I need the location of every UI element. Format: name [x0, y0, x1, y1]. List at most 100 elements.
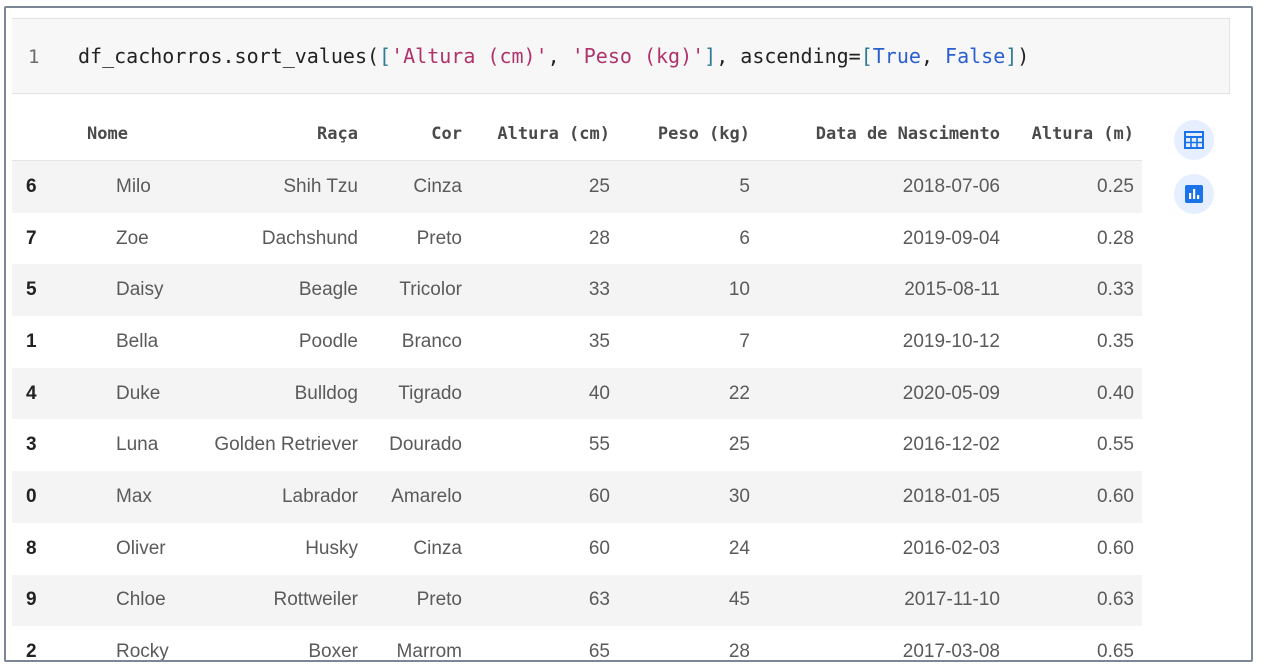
cell-cor: Cinza: [366, 522, 470, 575]
table-row: 5 Daisy Beagle Tricolor 33 10 2015-08-11 0.33: [12, 264, 1142, 317]
cell-peso-kg: 25: [618, 419, 758, 472]
cell-altura-m: 0.60: [1008, 471, 1142, 523]
cell-altura-m: 0.40: [1008, 367, 1142, 420]
row-index: 6: [12, 160, 60, 213]
code-arg-altura: 'Altura (cm)': [391, 44, 548, 68]
cell-cor: Cinza: [366, 160, 470, 213]
cell-altura-m: 0.65: [1008, 626, 1142, 660]
cell-altura-m: 0.25: [1008, 160, 1142, 213]
cell-raca: Bulldog: [136, 367, 366, 420]
column-header-altura-cm[interactable]: Altura (cm): [470, 108, 618, 161]
code-line[interactable]: df_cachorros.sort_values(['Altura (cm)',…: [78, 44, 1029, 68]
column-header-index: [12, 108, 60, 161]
cell-cor: Preto: [366, 212, 470, 265]
column-header-altura-m[interactable]: Altura (m): [1008, 108, 1142, 161]
cell-raca: Beagle: [136, 264, 366, 317]
cell-altura-cm: 35: [470, 316, 618, 368]
cell-nome: Daisy: [60, 264, 164, 317]
table-row: 4 Duke Bulldog Tigrado 40 22 2020-05-09 0.40: [12, 367, 1142, 420]
table-view-icon: [1184, 131, 1204, 149]
code-bracket-close-2: ]: [1005, 44, 1018, 68]
table-row: 1 Bella Poodle Branco 35 7 2019-10-12 0.35: [12, 316, 1142, 368]
row-index: 0: [12, 471, 60, 523]
column-header-data-nascimento[interactable]: Data de Nascimento: [758, 108, 1008, 161]
cell-peso-kg: 6: [618, 212, 758, 265]
row-index: 1: [12, 316, 60, 368]
row-index: 9: [12, 574, 60, 627]
cell-data-nascimento: 2019-10-12: [758, 316, 1008, 368]
row-index: 5: [12, 264, 60, 317]
cell-nome: Max: [60, 471, 152, 523]
code-comma: ,: [920, 44, 946, 68]
cell-peso-kg: 7: [618, 316, 758, 368]
column-header-raca[interactable]: Raça: [136, 108, 366, 161]
cell-peso-kg: 30: [618, 471, 758, 523]
cell-raca: Rottweiler: [136, 574, 366, 627]
cell-cor: Preto: [366, 574, 470, 627]
column-header-peso-kg[interactable]: Peso (kg): [618, 108, 758, 161]
cell-altura-cm: 33: [470, 264, 618, 317]
cell-altura-cm: 65: [470, 626, 618, 660]
cell-altura-m: 0.60: [1008, 522, 1142, 575]
code-bracket-close: ]: [704, 44, 717, 68]
cell-data-nascimento: 2018-01-05: [758, 471, 1008, 523]
cell-nome: Duke: [60, 367, 160, 420]
cell-peso-kg: 22: [618, 367, 758, 420]
cell-raca: Shih Tzu: [136, 160, 366, 213]
line-number: 1: [28, 46, 40, 68]
cell-data-nascimento: 2020-05-09: [758, 367, 1008, 420]
cell-altura-cm: 63: [470, 574, 618, 627]
code-false: False: [945, 44, 1006, 68]
cell-data-nascimento: 2018-07-06: [758, 160, 1008, 213]
cell-nome: Milo: [60, 160, 151, 213]
column-header-nome[interactable]: Nome: [60, 108, 136, 161]
cell-raca: Boxer: [136, 626, 366, 660]
row-index: 4: [12, 367, 60, 420]
table-row: 3 Luna Golden Retriever Dourado 55 25 2016-12-…: [12, 419, 1142, 472]
cell-nome: Bella: [60, 316, 158, 368]
cell-data-nascimento: 2016-12-02: [758, 419, 1008, 472]
cell-peso-kg: 10: [618, 264, 758, 317]
code-bracket-open-2: [: [860, 44, 873, 68]
code-bracket-open: [: [379, 44, 392, 68]
dataframe-table: Nome Raça Cor Altura (cm) Peso (kg) Data…: [12, 108, 1142, 660]
table-header-row: Nome Raça Cor Altura (cm) Peso (kg) Data…: [12, 108, 1142, 161]
chart-view-button[interactable]: [1174, 174, 1214, 214]
cell-peso-kg: 45: [618, 574, 758, 627]
code-cell[interactable]: [12, 18, 1230, 94]
code-kwarg: , ascending=: [716, 44, 861, 68]
cell-raca: Golden Retriever: [136, 419, 366, 472]
row-index: 2: [12, 626, 60, 660]
row-index: 8: [12, 522, 60, 575]
column-header-cor[interactable]: Cor: [366, 108, 470, 161]
code-paren-close: ): [1017, 44, 1030, 68]
cell-cor: Tigrado: [366, 367, 470, 420]
table-row: 9 Chloe Rottweiler Preto 63 45 2017-11-10 0.63: [12, 574, 1142, 627]
cell-cor: Tricolor: [366, 264, 470, 317]
cell-data-nascimento: 2017-11-10: [758, 574, 1008, 627]
cell-raca: Dachshund: [136, 212, 366, 265]
code-var: df_cachorros.sort_values(: [78, 44, 380, 68]
cell-nome: Luna: [60, 419, 158, 472]
cell-cor: Branco: [366, 316, 470, 368]
cell-peso-kg: 5: [618, 160, 758, 213]
cell-altura-m: 0.33: [1008, 264, 1142, 317]
cell-altura-cm: 55: [470, 419, 618, 472]
notebook-frame: 1 df_cachorros.sort_values(['Altura (cm)…: [4, 6, 1253, 662]
table-row: 8 Oliver Husky Cinza 60 24 2016-02-03 0.60: [12, 522, 1142, 575]
cell-cor: Marrom: [366, 626, 470, 660]
cell-nome: Oliver: [60, 522, 166, 575]
cell-nome: Chloe: [60, 574, 166, 627]
cell-raca: Husky: [136, 522, 366, 575]
cell-altura-m: 0.63: [1008, 574, 1142, 627]
cell-raca: Poodle: [136, 316, 366, 368]
cell-altura-cm: 40: [470, 367, 618, 420]
table-body: 6 Milo Shih Tzu Cinza 25 5 2018-07-06 0.25 7 Zoe D…: [12, 160, 1142, 660]
cell-data-nascimento: 2015-08-11: [758, 264, 1008, 317]
code-separator: ,: [547, 44, 572, 68]
cell-cor: Dourado: [366, 419, 470, 472]
cell-nome: Rocky: [60, 626, 169, 660]
table-row: 0 Max Labrador Amarelo 60 30 2018-01-05 0.60: [12, 471, 1142, 523]
code-arg-peso: 'Peso (kg)': [571, 44, 705, 68]
table-view-button[interactable]: [1174, 120, 1214, 160]
